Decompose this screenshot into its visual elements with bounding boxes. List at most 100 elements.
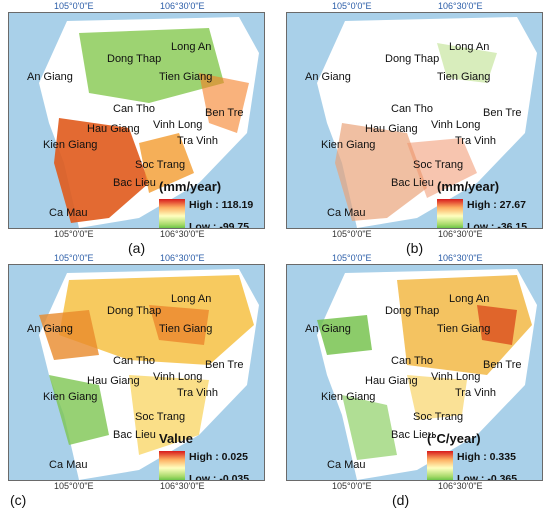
delta-map-a [39,17,259,228]
place-vinh-long: Vinh Long [153,119,203,131]
place-tra-vinh: Tra Vinh [177,387,218,399]
map-panel-c: 105°0'0"E 106°30'0"E Long An Dong Thap A… [2,252,272,508]
place-kien-giang: Kien Giang [43,139,98,151]
lon-label-right-bottom: 106°30'0"E [160,481,205,491]
place-an-giang: An Giang [27,323,73,335]
map-panel-d: 105°0'0"E 106°30'0"E Long An Dong Thap A… [280,252,550,508]
legend-low: Low : -36.15 [467,221,528,229]
legend-color-ramp [159,199,185,228]
lon-label-left: 105°0'0"E [54,253,94,263]
place-tien-giang: Tien Giang [437,71,491,83]
place-hau-giang: Hau Giang [365,123,418,135]
lon-label-left: 105°0'0"E [332,1,372,11]
lon-label-right: 106°30'0"E [160,1,205,11]
place-bac-lieu: Bac Lieu [113,429,156,441]
lon-label-left-bottom: 105°0'0"E [332,481,372,491]
place-can-tho: Can Tho [391,103,433,115]
place-soc-trang: Soc Trang [135,159,186,171]
legend-low: Low : -0.035 [189,473,250,481]
place-vinh-long: Vinh Long [153,371,203,383]
legend-low: Low : -0.365 [457,473,518,481]
lon-label-left-bottom: 105°0'0"E [54,229,94,239]
place-ca-mau: Ca Mau [49,459,88,471]
place-soc-trang: Soc Trang [413,411,464,423]
map-frame: Long An Dong Thap An Giang Tien Giang Ca… [8,12,265,229]
place-ca-mau: Ca Mau [327,207,366,219]
place-kien-giang: Kien Giang [321,391,376,403]
place-vinh-long: Vinh Long [431,371,481,383]
panel-label: (d) [392,492,410,508]
place-tra-vinh: Tra Vinh [455,387,496,399]
legend-high: High : 0.335 [457,451,516,463]
legend-title: Value [159,431,193,446]
place-long-an: Long An [449,41,490,53]
panel-label: (c) [10,492,27,508]
lon-label-right: 106°30'0"E [160,253,205,263]
place-kien-giang: Kien Giang [43,391,98,403]
place-dong-thap: Dong Thap [107,53,162,65]
place-hau-giang: Hau Giang [87,375,140,387]
place-ca-mau: Ca Mau [49,207,88,219]
legend-title: (mm/year) [159,179,222,194]
place-an-giang: An Giang [305,323,351,335]
legend-title: (mm/year) [437,179,500,194]
map-panel-a: 105°0'0"E 106°30'0"E Long An Dong Thap A… [2,0,272,256]
lon-label-right-bottom: 106°30'0"E [160,229,205,239]
place-hau-giang: Hau Giang [365,375,418,387]
delta-map-d [317,269,537,480]
place-ben-tre: Ben Tre [483,359,522,371]
place-can-tho: Can Tho [113,355,155,367]
place-ca-mau: Ca Mau [327,459,366,471]
legend-color-ramp [427,451,453,480]
place-tien-giang: Tien Giang [159,71,213,83]
place-bac-lieu: Bac Lieu [391,429,434,441]
place-ben-tre: Ben Tre [205,107,244,119]
lon-label-right: 106°30'0"E [438,1,483,11]
place-soc-trang: Soc Trang [135,411,186,423]
place-an-giang: An Giang [305,71,351,83]
lon-label-left: 105°0'0"E [332,253,372,263]
map-frame: Long An Dong Thap An Giang Tien Giang Ca… [8,264,265,481]
legend-color-ramp [159,451,185,480]
place-tra-vinh: Tra Vinh [455,135,496,147]
lon-label-left-bottom: 105°0'0"E [332,229,372,239]
place-tra-vinh: Tra Vinh [177,135,218,147]
place-bac-lieu: Bac Lieu [113,177,156,189]
place-ben-tre: Ben Tre [205,359,244,371]
panel-label: (b) [406,240,424,256]
map-panel-b: 105°0'0"E 106°30'0"E Long An Dong Thap A… [280,0,550,256]
delta-map-b [317,17,537,228]
place-tien-giang: Tien Giang [159,323,213,335]
lon-label-right-bottom: 106°30'0"E [438,481,483,491]
lon-label-left: 105°0'0"E [54,1,94,11]
place-bac-lieu: Bac Lieu [391,177,434,189]
legend-low: Low : -99.75 [189,221,250,229]
legend-title: (°C/year) [427,431,481,446]
place-kien-giang: Kien Giang [321,139,376,151]
place-long-an: Long An [449,293,490,305]
place-vinh-long: Vinh Long [431,119,481,131]
place-an-giang: An Giang [27,71,73,83]
place-soc-trang: Soc Trang [413,159,464,171]
place-can-tho: Can Tho [113,103,155,115]
legend-high: High : 27.67 [467,199,526,211]
panel-label: (a) [128,240,146,256]
place-dong-thap: Dong Thap [107,305,162,317]
place-dong-thap: Dong Thap [385,53,440,65]
delta-map-c [39,269,259,480]
place-hau-giang: Hau Giang [87,123,140,135]
map-frame: Long An Dong Thap An Giang Tien Giang Ca… [286,264,543,481]
lon-label-right: 106°30'0"E [438,253,483,263]
place-can-tho: Can Tho [391,355,433,367]
lon-label-right-bottom: 106°30'0"E [438,229,483,239]
place-tien-giang: Tien Giang [437,323,491,335]
place-long-an: Long An [171,41,212,53]
place-dong-thap: Dong Thap [385,305,440,317]
lon-label-left-bottom: 105°0'0"E [54,481,94,491]
legend-high: High : 0.025 [189,451,248,463]
place-ben-tre: Ben Tre [483,107,522,119]
map-frame: Long An Dong Thap An Giang Tien Giang Ca… [286,12,543,229]
legend-high: High : 118.19 [189,199,254,211]
legend-color-ramp [437,199,463,228]
place-long-an: Long An [171,293,212,305]
